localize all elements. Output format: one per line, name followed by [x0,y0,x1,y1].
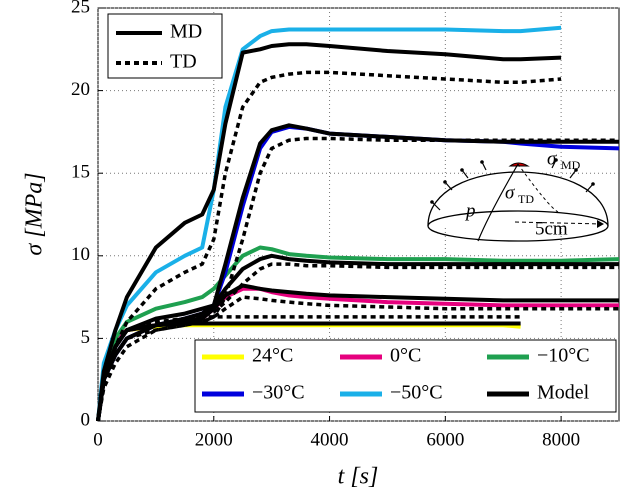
series-line [96,245,620,422]
legend-box [194,339,617,413]
legend-label: −50°C [390,382,443,404]
x-tick-label: 4000 [311,429,349,450]
inset-sigma-md: σ [547,148,557,169]
x-tick-label: 2000 [195,429,233,450]
inset-td: TD [518,192,534,206]
legend-label: −30°C [252,382,305,404]
inset-sigma-td: σ [505,182,515,203]
legend-label: MD [170,21,202,43]
y-tick-label: 10 [71,244,90,265]
arrow-tip [574,168,578,172]
cap [508,162,530,167]
arrow-tip [554,158,558,162]
dome-base [427,210,609,242]
series-line [96,283,619,422]
legend-label: 0°C [390,345,421,367]
meridian-dashed [517,163,559,213]
arrow-head [597,220,604,228]
legend-label: −10°C [537,345,590,367]
y-tick-label: 25 [71,0,90,17]
y-tick-label: 5 [81,327,91,348]
inset-5cm: 5cm [535,218,568,239]
series-line [96,42,562,422]
radius-arrow [514,221,605,225]
arrow-tip [430,200,434,204]
y-tick-label: 0 [81,409,91,430]
arrow-tip [480,160,484,164]
y-axis-label: σ [MPa] [22,172,48,255]
legend-label: TD [170,51,197,73]
series-line [96,253,619,422]
x-tick-label: 6000 [426,429,464,450]
arrow-tip [443,180,447,184]
meridian [477,163,519,242]
legend-label: Model [537,382,590,404]
series-line [96,70,562,422]
x-axis-label: t [s] [338,464,379,490]
series-line [96,136,619,422]
style-legend-box [107,13,223,79]
y-tick-label: 15 [71,162,90,183]
series-line [96,25,562,422]
arrow-tip [460,168,464,172]
legend-label: 24°C [252,345,293,367]
inset-md: MD [561,158,581,172]
y-tick-label: 20 [71,79,90,100]
x-tick-label: 0 [93,429,103,450]
arrow-tip [591,182,595,186]
inset-p: p [464,200,476,221]
pressure-arrow [431,201,441,211]
x-tick-label: 8000 [542,429,580,450]
